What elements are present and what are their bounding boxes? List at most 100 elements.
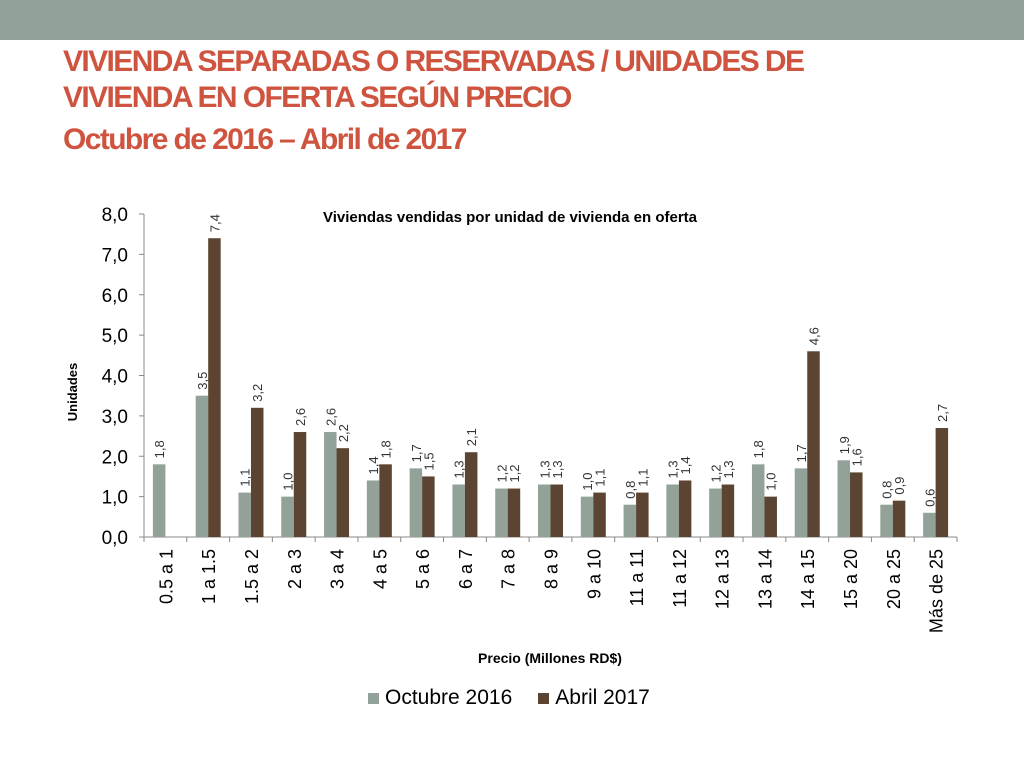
- y-tick-label: 4,0: [102, 367, 128, 388]
- slide-title-line2: VIVIENDA EN OFERTA SEGÚN PRECIO: [63, 81, 572, 114]
- bar-data-label: 1,0: [580, 473, 595, 491]
- x-tick-label: 1 a 1.5: [199, 549, 219, 604]
- bar-data-label: 1,0: [281, 473, 296, 491]
- bar-abr: [850, 472, 863, 537]
- x-tick-label: 11 a 12: [670, 549, 690, 608]
- bar-oct: [580, 496, 594, 537]
- bar-abr: [807, 351, 820, 537]
- bar-data-label: 2,2: [336, 424, 351, 442]
- legend-item-oct: Octubre 2016: [368, 686, 512, 710]
- bar-abr: [636, 492, 649, 537]
- slide-title: VIVIENDA SEPARADAS O RESERVADAS / UNIDAD…: [63, 44, 963, 116]
- x-tick-label: 13 a 14: [755, 549, 775, 609]
- bar-oct: [452, 484, 465, 537]
- bar-data-label: 1,1: [635, 469, 650, 487]
- bar-abr: [935, 427, 949, 537]
- bar-oct: [880, 504, 893, 537]
- slide-subtitle: Octubre de 2016 – Abril de 2017: [63, 123, 467, 156]
- bar-data-label: 1,7: [409, 444, 424, 462]
- y-tick-label: 8,0: [102, 205, 128, 226]
- bar-data-label: 1,2: [708, 464, 723, 482]
- x-tick-label: 5 a 6: [413, 549, 433, 589]
- x-tick-label: 15 a 20: [841, 549, 861, 609]
- top-bar: [0, 0, 1024, 40]
- bar-data-label: 1,6: [849, 448, 864, 466]
- legend-label-abr: Abril 2017: [555, 686, 650, 709]
- x-tick-label: 12 a 13: [713, 549, 733, 609]
- y-tick-label: 2,0: [102, 447, 128, 468]
- bar-oct: [538, 484, 551, 537]
- x-tick-label: 9 a 10: [584, 549, 604, 599]
- bar-data-label: 1,3: [550, 460, 565, 478]
- bar-data-label: 1,8: [751, 440, 766, 458]
- x-tick-label: 4 a 5: [370, 549, 390, 589]
- bar-data-label: 1,8: [379, 440, 394, 458]
- bar-data-label: 1,0: [764, 473, 779, 491]
- bar-data-label: 2,6: [323, 408, 338, 426]
- y-tick-label: 3,0: [102, 407, 128, 428]
- bar-oct: [794, 468, 808, 537]
- bar-data-label: 2,6: [293, 408, 308, 426]
- chart-title: Viviendas vendidas por unidad de viviend…: [323, 209, 698, 226]
- x-tick-label: 2 a 3: [285, 549, 305, 589]
- bar-oct: [923, 512, 936, 537]
- y-tick-label: 7,0: [102, 245, 128, 266]
- x-tick-label: Más de 25: [927, 549, 947, 633]
- bar-data-label: 1,4: [366, 456, 381, 474]
- x-tick-label: 7 a 8: [499, 549, 519, 589]
- bar-data-label: 0,8: [623, 481, 638, 499]
- bar-abr: [764, 496, 777, 537]
- bar-data-label: 1,4: [678, 456, 693, 474]
- bar-data-label: 1,7: [794, 444, 809, 462]
- bar-data-label: 2,7: [935, 404, 950, 422]
- legend-item-abr: Abril 2017: [538, 686, 650, 710]
- bar-oct: [366, 480, 380, 537]
- x-axis-label: Precio (Millones RD$): [478, 650, 622, 666]
- bar-abr: [293, 432, 307, 537]
- x-tick-label: 11 a 11: [627, 549, 647, 606]
- bar-data-label: 1,2: [494, 464, 509, 482]
- bar-oct: [409, 468, 423, 537]
- legend-swatch-abr: [538, 692, 550, 704]
- bar-oct: [751, 464, 765, 537]
- bar-oct: [666, 484, 679, 537]
- x-tick-label: 14 a 15: [798, 549, 818, 609]
- bar-data-label: 1,8: [152, 440, 167, 458]
- bar-data-label: 1,3: [537, 460, 552, 478]
- bar-data-label: 2,1: [464, 428, 479, 446]
- y-axis-label: Unidades: [65, 363, 80, 422]
- bar-oct: [281, 496, 294, 537]
- bar-oct: [238, 492, 251, 537]
- legend-label-oct: Octubre 2016: [385, 686, 513, 709]
- x-tick-label: 1.5 a 2: [242, 549, 262, 604]
- bar-abr: [892, 500, 906, 537]
- bar-abr: [678, 480, 692, 537]
- bar-abr: [379, 464, 392, 537]
- bar-data-label: 1,5: [421, 452, 436, 470]
- bar-data-label: 7,4: [207, 214, 222, 232]
- bar-abr: [208, 238, 221, 537]
- bar-oct: [837, 460, 851, 537]
- bar-oct: [195, 395, 209, 537]
- y-tick-label: 0,0: [102, 528, 128, 549]
- x-tick-label: 6 a 7: [456, 549, 476, 589]
- x-tick-label: 3 a 4: [328, 549, 348, 589]
- bar-oct: [709, 488, 722, 537]
- bar-data-label: 1,3: [666, 460, 681, 478]
- bar-abr: [464, 452, 478, 537]
- bar-abr: [250, 407, 264, 537]
- bar-data-label: 1,9: [837, 436, 852, 454]
- bar-data-label: 1,2: [507, 464, 522, 482]
- bar-data-label: 3,5: [195, 372, 210, 390]
- bar-data-label: 1,1: [238, 469, 253, 487]
- bar-abr: [336, 448, 350, 537]
- bar-data-label: 1,1: [593, 469, 608, 487]
- bar-abr: [507, 488, 521, 537]
- bar-oct: [152, 464, 166, 537]
- y-tick-label: 1,0: [102, 488, 128, 509]
- bar-data-label: 0,8: [880, 481, 895, 499]
- slide-title-line1: VIVIENDA SEPARADAS O RESERVADAS / UNIDAD…: [63, 45, 805, 78]
- bar-data-label: 0,6: [922, 489, 937, 507]
- x-tick-label: 8 a 9: [542, 549, 562, 589]
